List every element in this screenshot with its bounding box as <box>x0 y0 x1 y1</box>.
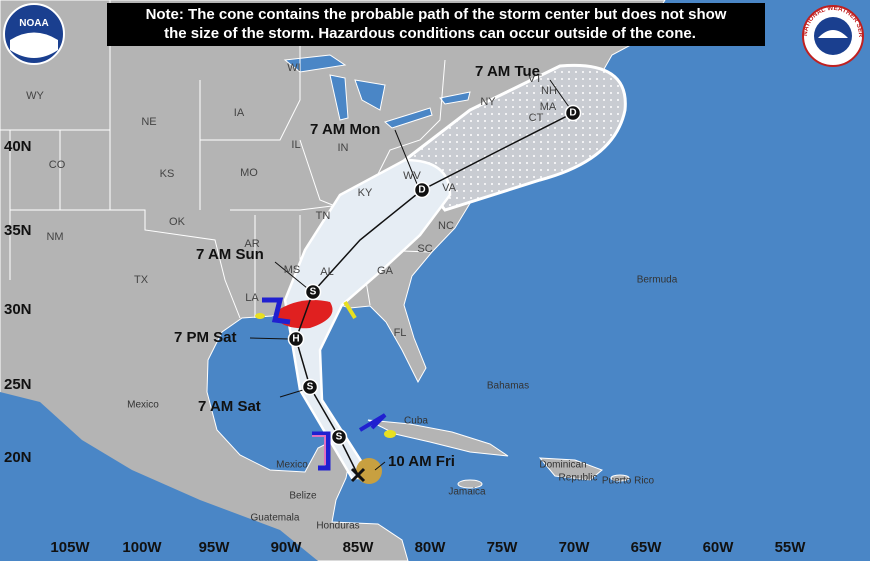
longitude-label: 70W <box>559 539 591 556</box>
longitude-label: 55W <box>775 539 807 556</box>
cone-days-1-3 <box>283 158 452 480</box>
longitude-label: 60W <box>703 539 735 556</box>
note-line: the size of the storm. Hazardous conditi… <box>164 25 696 42</box>
state-label: TX <box>134 274 149 286</box>
state-label: WY <box>26 90 44 102</box>
longitude-label: 65W <box>631 539 663 556</box>
noaa-logo: NOAA <box>3 3 65 65</box>
forecast-symbol: H <box>292 334 299 345</box>
latitude-label: 40N <box>4 138 32 155</box>
state-label: KS <box>160 168 175 180</box>
state-label: IN <box>338 142 349 154</box>
hispaniola <box>538 457 603 481</box>
latitude-label: 30N <box>4 301 32 318</box>
place-label: Bahamas <box>487 381 529 392</box>
state-label: MA <box>540 101 557 113</box>
state-label: MS <box>284 264 301 276</box>
latitude-label: 20N <box>4 449 32 466</box>
place-label: Honduras <box>316 521 359 532</box>
state-label: NC <box>438 220 454 232</box>
time-label: 7 AM Sat <box>198 398 261 415</box>
place-label: Guatemala <box>251 513 300 524</box>
state-label: GA <box>377 265 394 277</box>
puerto-rico <box>610 474 630 482</box>
cuba <box>367 419 509 457</box>
state-label: CT <box>529 112 544 124</box>
state-label: CO <box>49 159 66 171</box>
forecast-marker <box>301 378 319 396</box>
state-label: OK <box>169 216 186 228</box>
latitude-label: 25N <box>4 376 32 393</box>
longitude-label: 85W <box>343 539 375 556</box>
time-label: 7 AM Tue <box>475 63 540 80</box>
time-label: 10 AM Fri <box>388 453 455 470</box>
place-label: Republic <box>559 473 598 484</box>
place-label: Mexico <box>127 400 159 411</box>
state-label: VA <box>442 182 457 194</box>
forecast-symbol: D <box>569 108 576 119</box>
forecast-marker <box>287 330 305 348</box>
state-label: SC <box>417 243 432 255</box>
note-box <box>107 3 765 46</box>
cone-days-4-5 <box>402 63 627 212</box>
forecast-marker <box>304 283 322 301</box>
label-leaders <box>249 79 570 471</box>
latitude-label: 35N <box>4 222 32 239</box>
longitude-label: 105W <box>50 539 90 556</box>
state-label: KY <box>358 187 373 199</box>
place-label: Cuba <box>404 416 428 427</box>
state-label: NY <box>480 96 496 108</box>
forecast-marker <box>564 104 582 122</box>
place-label: Puerto Rico <box>602 476 655 487</box>
place-label: Jamaica <box>448 487 486 498</box>
note-line: Note: The cone contains the probable pat… <box>146 6 727 23</box>
forecast-symbol: S <box>310 287 317 298</box>
pacific <box>0 392 318 561</box>
state-label: MO <box>240 167 258 179</box>
longitude-label: 75W <box>487 539 519 556</box>
state-label: TN <box>316 210 331 222</box>
state-label: WI <box>287 62 300 74</box>
state-label: WV <box>403 170 421 182</box>
longitude-label: 80W <box>415 539 447 556</box>
place-label: Dominican <box>539 460 586 471</box>
forecast-symbol: D <box>418 185 425 196</box>
place-label: Mexico <box>276 460 308 471</box>
state-label: NM <box>46 231 63 243</box>
state-label: FL <box>394 327 407 339</box>
jamaica <box>457 479 483 489</box>
longitude-label: 100W <box>122 539 162 556</box>
state-label: NH <box>541 85 557 97</box>
place-label: Belize <box>289 491 317 502</box>
state-label: LA <box>245 292 259 304</box>
longitude-label: 90W <box>271 539 303 556</box>
time-label: 7 AM Sun <box>196 246 264 263</box>
current-position-marker <box>350 467 366 483</box>
state-label: NE <box>141 116 156 128</box>
state-label: AR <box>244 238 259 250</box>
place-label: Bermuda <box>637 275 678 286</box>
state-label: VT <box>528 73 542 85</box>
longitude-label: 95W <box>199 539 231 556</box>
forecast-symbol: S <box>307 382 314 393</box>
warnings <box>255 297 396 484</box>
state-label: IA <box>234 107 245 119</box>
state-label: AL <box>320 266 333 278</box>
forecast-marker <box>330 428 348 446</box>
noaa-text: NOAA <box>19 18 48 29</box>
forecast-symbol: S <box>336 432 343 443</box>
forecast-marker <box>413 181 431 199</box>
state-label: IL <box>291 139 300 151</box>
time-label: 7 PM Sat <box>174 329 237 346</box>
time-label: 7 AM Mon <box>310 121 380 138</box>
